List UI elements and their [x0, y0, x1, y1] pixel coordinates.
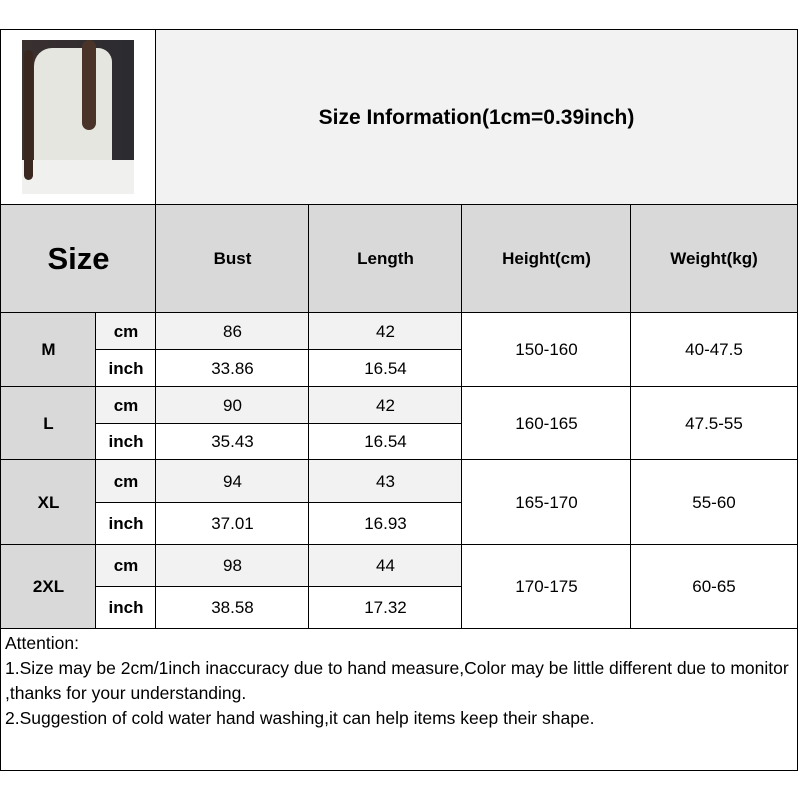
bust-inch: 35.43: [155, 423, 310, 461]
table-title: Size Information(1cm=0.39inch): [155, 29, 798, 206]
height-range: 165-170: [461, 459, 632, 546]
unit-inch: inch: [95, 586, 157, 629]
bust-inch: 38.58: [155, 586, 310, 629]
weight-range: 40-47.5: [630, 312, 798, 388]
header-weight: Weight(kg): [630, 204, 798, 314]
length-inch: 16.54: [308, 423, 463, 461]
product-photo: [22, 40, 134, 194]
bust-inch: 33.86: [155, 349, 310, 388]
unit-inch: inch: [95, 423, 157, 461]
length-cm: 43: [308, 459, 463, 504]
bust-inch: 37.01: [155, 502, 310, 546]
length-inch: 17.32: [308, 586, 463, 629]
attention-notes: Attention: 1.Size may be 2cm/1inch inacc…: [0, 628, 798, 771]
length-inch: 16.54: [308, 349, 463, 388]
length-cm: 42: [308, 312, 463, 351]
header-bust: Bust: [155, 204, 310, 314]
unit-inch: inch: [95, 502, 157, 546]
unit-cm: cm: [95, 459, 157, 504]
header-size: Size: [0, 204, 157, 314]
size-label: L: [0, 386, 97, 461]
size-label: XL: [0, 459, 97, 546]
bust-cm: 98: [155, 544, 310, 588]
unit-cm: cm: [95, 312, 157, 351]
length-cm: 42: [308, 386, 463, 425]
length-cm: 44: [308, 544, 463, 588]
attention-heading: Attention:: [5, 633, 79, 653]
bust-cm: 86: [155, 312, 310, 351]
height-range: 160-165: [461, 386, 632, 461]
bust-cm: 90: [155, 386, 310, 425]
size-label: M: [0, 312, 97, 388]
header-length: Length: [308, 204, 463, 314]
height-range: 170-175: [461, 544, 632, 629]
header-height: Height(cm): [461, 204, 632, 314]
weight-range: 60-65: [630, 544, 798, 629]
unit-inch: inch: [95, 349, 157, 388]
length-inch: 16.93: [308, 502, 463, 546]
attention-line-2: 2.Suggestion of cold water hand washing,…: [5, 708, 595, 728]
unit-cm: cm: [95, 386, 157, 425]
bust-cm: 94: [155, 459, 310, 504]
weight-range: 55-60: [630, 459, 798, 546]
attention-line-1: 1.Size may be 2cm/1inch inaccuracy due t…: [5, 658, 789, 703]
height-range: 150-160: [461, 312, 632, 388]
weight-range: 47.5-55: [630, 386, 798, 461]
unit-cm: cm: [95, 544, 157, 588]
size-label: 2XL: [0, 544, 97, 629]
